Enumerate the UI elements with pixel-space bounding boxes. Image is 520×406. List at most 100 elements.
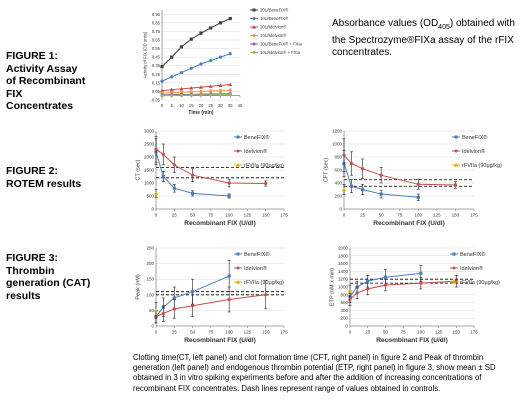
y-tick-label: 200 <box>340 316 348 321</box>
data-point <box>189 93 193 97</box>
data-point <box>348 297 352 302</box>
data-point <box>366 279 370 283</box>
absorbance-note: Absorbance values (OD405) obtained with … <box>332 18 518 60</box>
legend-swatch-marker <box>452 280 456 284</box>
data-point <box>160 88 164 93</box>
x-tick-label: 50 <box>190 213 196 218</box>
data-point <box>179 90 184 94</box>
series-line <box>161 53 231 82</box>
figure-3-label-line: results <box>6 289 41 302</box>
y-tick-label: 0.85 <box>152 20 161 25</box>
figure-2-cft-chart: 0 200 400 600 800 1000 1200 0 25 50 75 100 125 150 175… <box>322 123 508 233</box>
series-line <box>161 89 231 94</box>
data-point <box>218 21 223 25</box>
x-tick-label: 100 <box>417 330 425 335</box>
x-tick-label: 0 <box>155 213 158 218</box>
data-point <box>264 181 268 186</box>
series-line <box>161 94 231 97</box>
y-tick-label: 400 <box>340 308 348 313</box>
x-tick-label: 35 <box>228 103 233 108</box>
series-group <box>154 302 158 319</box>
y-tick-label: 0.15 <box>152 80 161 85</box>
x-tick-label: 0 <box>349 330 352 335</box>
x-tick-label: 100 <box>225 213 233 218</box>
x-tick-label: 25 <box>172 213 178 218</box>
legend-swatch-marker <box>454 135 458 139</box>
figure-1-label-line: FIGURE 1: <box>6 50 58 62</box>
legend-swatch-marker <box>252 17 256 20</box>
data-point <box>228 52 232 56</box>
x-tick-label: 25 <box>365 330 371 335</box>
data-point <box>379 192 383 196</box>
y-tick-label: 0 <box>345 324 348 329</box>
data-point <box>416 195 420 199</box>
y-tick-label: 200 <box>146 261 154 266</box>
figure-2-label-line: ROTEM results <box>6 177 82 190</box>
legend-label: BeneFIX® <box>462 134 487 141</box>
data-point <box>264 293 268 297</box>
legend-swatch-marker <box>236 266 240 270</box>
series-group <box>154 135 268 188</box>
x-tick-label: 0 <box>155 330 158 335</box>
data-point <box>228 16 232 21</box>
series-line <box>349 280 457 300</box>
x-tick-label: 75 <box>208 330 214 335</box>
figure-3-label-line: Thrombin <box>6 264 55 277</box>
y-tick-label: 1200 <box>332 129 343 134</box>
absorbance-note-rest: ) obtained with the Spectrozyme®FIXa ass… <box>332 18 515 58</box>
data-point <box>227 194 231 198</box>
data-point <box>383 283 388 287</box>
figure-1-chart: -0.05 0.05 0.15 0.25 0.35 0.45 0.55 0.65 0.75 0.8… <box>132 4 322 122</box>
data-point <box>349 161 354 166</box>
legend-swatch-marker <box>236 135 240 139</box>
data-point <box>179 93 184 97</box>
legend-label: 10U/BeneFIX® <box>260 16 289 21</box>
data-point <box>227 181 231 185</box>
data-point <box>228 82 233 87</box>
data-point <box>172 307 176 311</box>
series-group <box>160 92 232 98</box>
data-point <box>199 93 203 97</box>
y-tick-label: 200 <box>334 194 342 199</box>
data-point <box>227 297 231 302</box>
figure-1-chart-svg: -0.05 0.05 0.15 0.25 0.35 0.45 0.55 0.65 0.75 0.8… <box>143 7 303 116</box>
legend-swatch-marker <box>252 51 256 54</box>
series-group <box>154 189 158 198</box>
legend-swatch-marker <box>236 163 240 167</box>
y-tick-label: 50 <box>149 308 155 313</box>
x-tick-label: 50 <box>383 330 389 335</box>
legend-label: Idelvion® <box>244 148 267 155</box>
data-point <box>228 88 232 92</box>
figure-1-label-line: of Recombinant <box>6 75 86 87</box>
figure-1-label-line: Concentrates <box>6 100 74 112</box>
x-tick-label: 175 <box>280 213 288 218</box>
x-tick-label: 150 <box>262 330 270 335</box>
legend-swatch-marker <box>252 25 256 29</box>
data-point <box>189 90 193 94</box>
data-point <box>209 93 213 97</box>
data-point <box>416 182 420 186</box>
x-tick-label: 25 <box>208 103 213 108</box>
legend-swatch-marker <box>452 266 456 270</box>
x-tick-label: 25 <box>360 213 366 218</box>
legend-swatch-marker <box>252 8 256 12</box>
data-point <box>189 37 193 41</box>
series-group <box>160 16 232 69</box>
x-tick-label: 50 <box>379 213 385 218</box>
x-tick-label: 175 <box>470 213 478 218</box>
data-point <box>227 274 231 278</box>
data-point <box>154 191 158 195</box>
data-point <box>218 88 223 93</box>
data-point <box>218 93 223 97</box>
data-point <box>383 275 388 279</box>
x-axis-label: Recombinant FIX (U/dl) <box>373 220 445 227</box>
x-tick-label: 30 <box>218 103 223 108</box>
figure-3-peak-chart: 0 50 100 150 200 250 0 25 50 75 100 125 150 175 Recomb… <box>134 242 316 350</box>
x-tick-label: 10 <box>179 103 184 108</box>
y-tick-label: 150 <box>146 277 154 282</box>
x-tick-label: 40 <box>238 103 243 108</box>
figure-3-peak-chart-svg: 0 50 100 150 200 250 0 25 50 75 100 125 150 175 Recomb… <box>136 246 289 345</box>
data-point <box>360 167 365 171</box>
data-point <box>154 147 158 151</box>
data-point <box>208 84 213 88</box>
